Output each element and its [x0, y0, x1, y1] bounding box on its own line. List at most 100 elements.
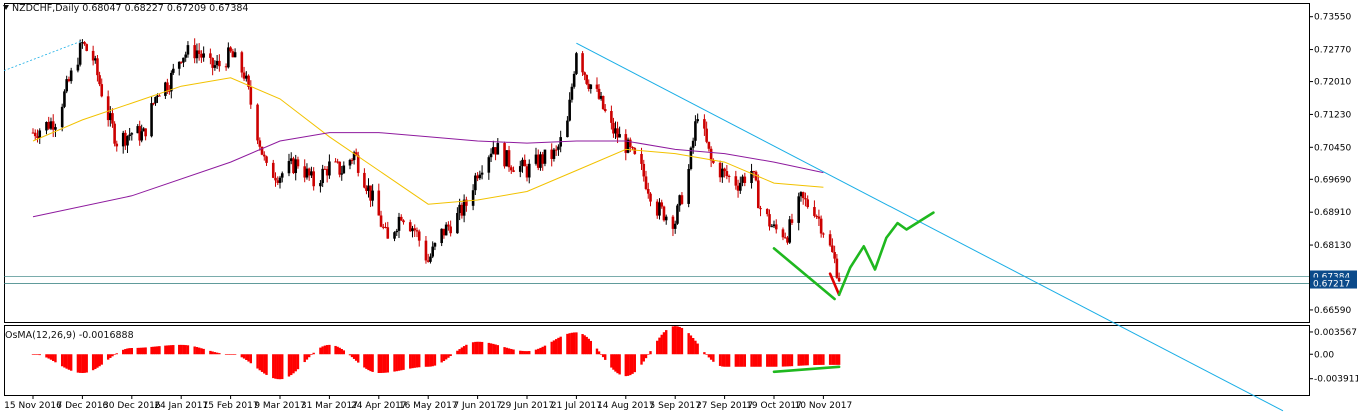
candle-body — [678, 195, 681, 206]
candle-body — [474, 175, 477, 191]
price-level-box — [1310, 277, 1357, 289]
candle-body — [662, 206, 666, 221]
candle-body — [671, 216, 675, 229]
osma-bar — [480, 341, 484, 355]
candle-body — [371, 190, 374, 201]
candle-body — [303, 166, 306, 178]
candle-body — [496, 143, 500, 155]
candle-body — [224, 66, 228, 68]
osma-bar — [290, 354, 293, 376]
candle-body — [197, 50, 201, 54]
green-support-line-annotation[interactable] — [772, 247, 836, 301]
osma-bar — [784, 354, 787, 367]
candle-body — [350, 159, 354, 161]
osma-bar — [671, 326, 675, 355]
price-tick-label: 0.72010 — [1314, 78, 1351, 88]
candle-body — [276, 180, 280, 183]
osma-bar — [642, 354, 645, 362]
candle-body — [801, 192, 805, 199]
candle-body — [770, 226, 774, 228]
candle-body — [307, 168, 311, 176]
candle-body — [245, 75, 248, 79]
symbol-label: NZDCHF,Daily — [12, 3, 80, 14]
osma-bar — [242, 354, 246, 359]
osma-bar — [111, 354, 114, 357]
osma-bar — [752, 354, 755, 367]
green-projection-annotation[interactable] — [837, 211, 935, 297]
osma-bar — [723, 354, 726, 367]
candle-body — [256, 104, 259, 141]
osma-bar — [154, 346, 157, 355]
candle-body — [585, 74, 588, 84]
candle-body — [369, 185, 372, 201]
candle-body — [202, 53, 205, 58]
osma-bar — [211, 351, 214, 355]
candle-body — [260, 146, 264, 155]
candle-body — [833, 252, 836, 259]
osma-bar — [768, 354, 771, 367]
collapse-triangle-icon[interactable] — [3, 5, 9, 10]
candle-body — [170, 72, 173, 92]
candle-body — [465, 199, 468, 206]
candle-body — [458, 204, 461, 214]
osma-bar — [150, 346, 153, 355]
osma-bar — [559, 336, 562, 355]
osma-bar — [60, 354, 64, 367]
candle-body — [550, 149, 553, 159]
osma-bar — [801, 354, 805, 366]
candle-body — [541, 154, 545, 164]
green-divergence-line-annotation[interactable] — [772, 365, 841, 374]
osma-bar — [45, 354, 48, 358]
osma-bar — [647, 354, 650, 355]
candle-body — [38, 130, 42, 139]
osma-bar — [307, 354, 311, 358]
osma-bar — [599, 354, 603, 355]
osma-bar — [231, 354, 235, 355]
osma-bar — [156, 346, 159, 355]
osma-bar — [34, 354, 37, 355]
osma-bar — [91, 354, 95, 371]
candle-body — [554, 149, 558, 151]
candle-body — [478, 174, 482, 179]
osma-bar — [806, 354, 809, 366]
osma-bar — [168, 345, 171, 355]
candle-body — [124, 132, 127, 146]
candle-body — [164, 82, 167, 96]
candle-body — [471, 190, 475, 206]
candle-body — [138, 126, 142, 141]
candle-body — [395, 230, 399, 233]
osma-bar — [835, 354, 839, 365]
candle-body — [462, 199, 466, 216]
osma-bar — [431, 354, 434, 367]
candle-body — [721, 168, 724, 178]
candle-body — [589, 84, 593, 89]
candle-body — [113, 123, 116, 144]
osma-bar — [186, 345, 190, 355]
time-tick-label: 31 Mar 2017 — [301, 401, 358, 411]
candle-body — [680, 195, 684, 204]
candle-body — [521, 159, 524, 167]
candle-body — [352, 152, 356, 161]
descending-trendline[interactable] — [576, 42, 1284, 412]
time-tick-label: 24 Jan 2017 — [154, 401, 208, 411]
osma-bar — [78, 354, 82, 373]
candle-body — [597, 88, 601, 99]
osma-bar — [442, 354, 446, 362]
osma-bar — [272, 354, 275, 379]
osma-bar — [138, 347, 141, 355]
osma-bar — [144, 347, 147, 355]
osma-bar — [790, 354, 794, 367]
osma-bar — [604, 354, 607, 360]
candle-body — [431, 246, 434, 257]
osma-bar — [334, 345, 337, 355]
osma-bar — [178, 344, 181, 355]
candle-body — [249, 86, 253, 105]
candle-body — [649, 193, 652, 202]
red-dip-annotation[interactable] — [828, 272, 841, 297]
candle-body — [572, 73, 576, 87]
osma-bar — [379, 354, 383, 373]
candle-body — [741, 176, 744, 183]
osma-bar — [233, 354, 237, 355]
osma-bar — [595, 348, 599, 355]
